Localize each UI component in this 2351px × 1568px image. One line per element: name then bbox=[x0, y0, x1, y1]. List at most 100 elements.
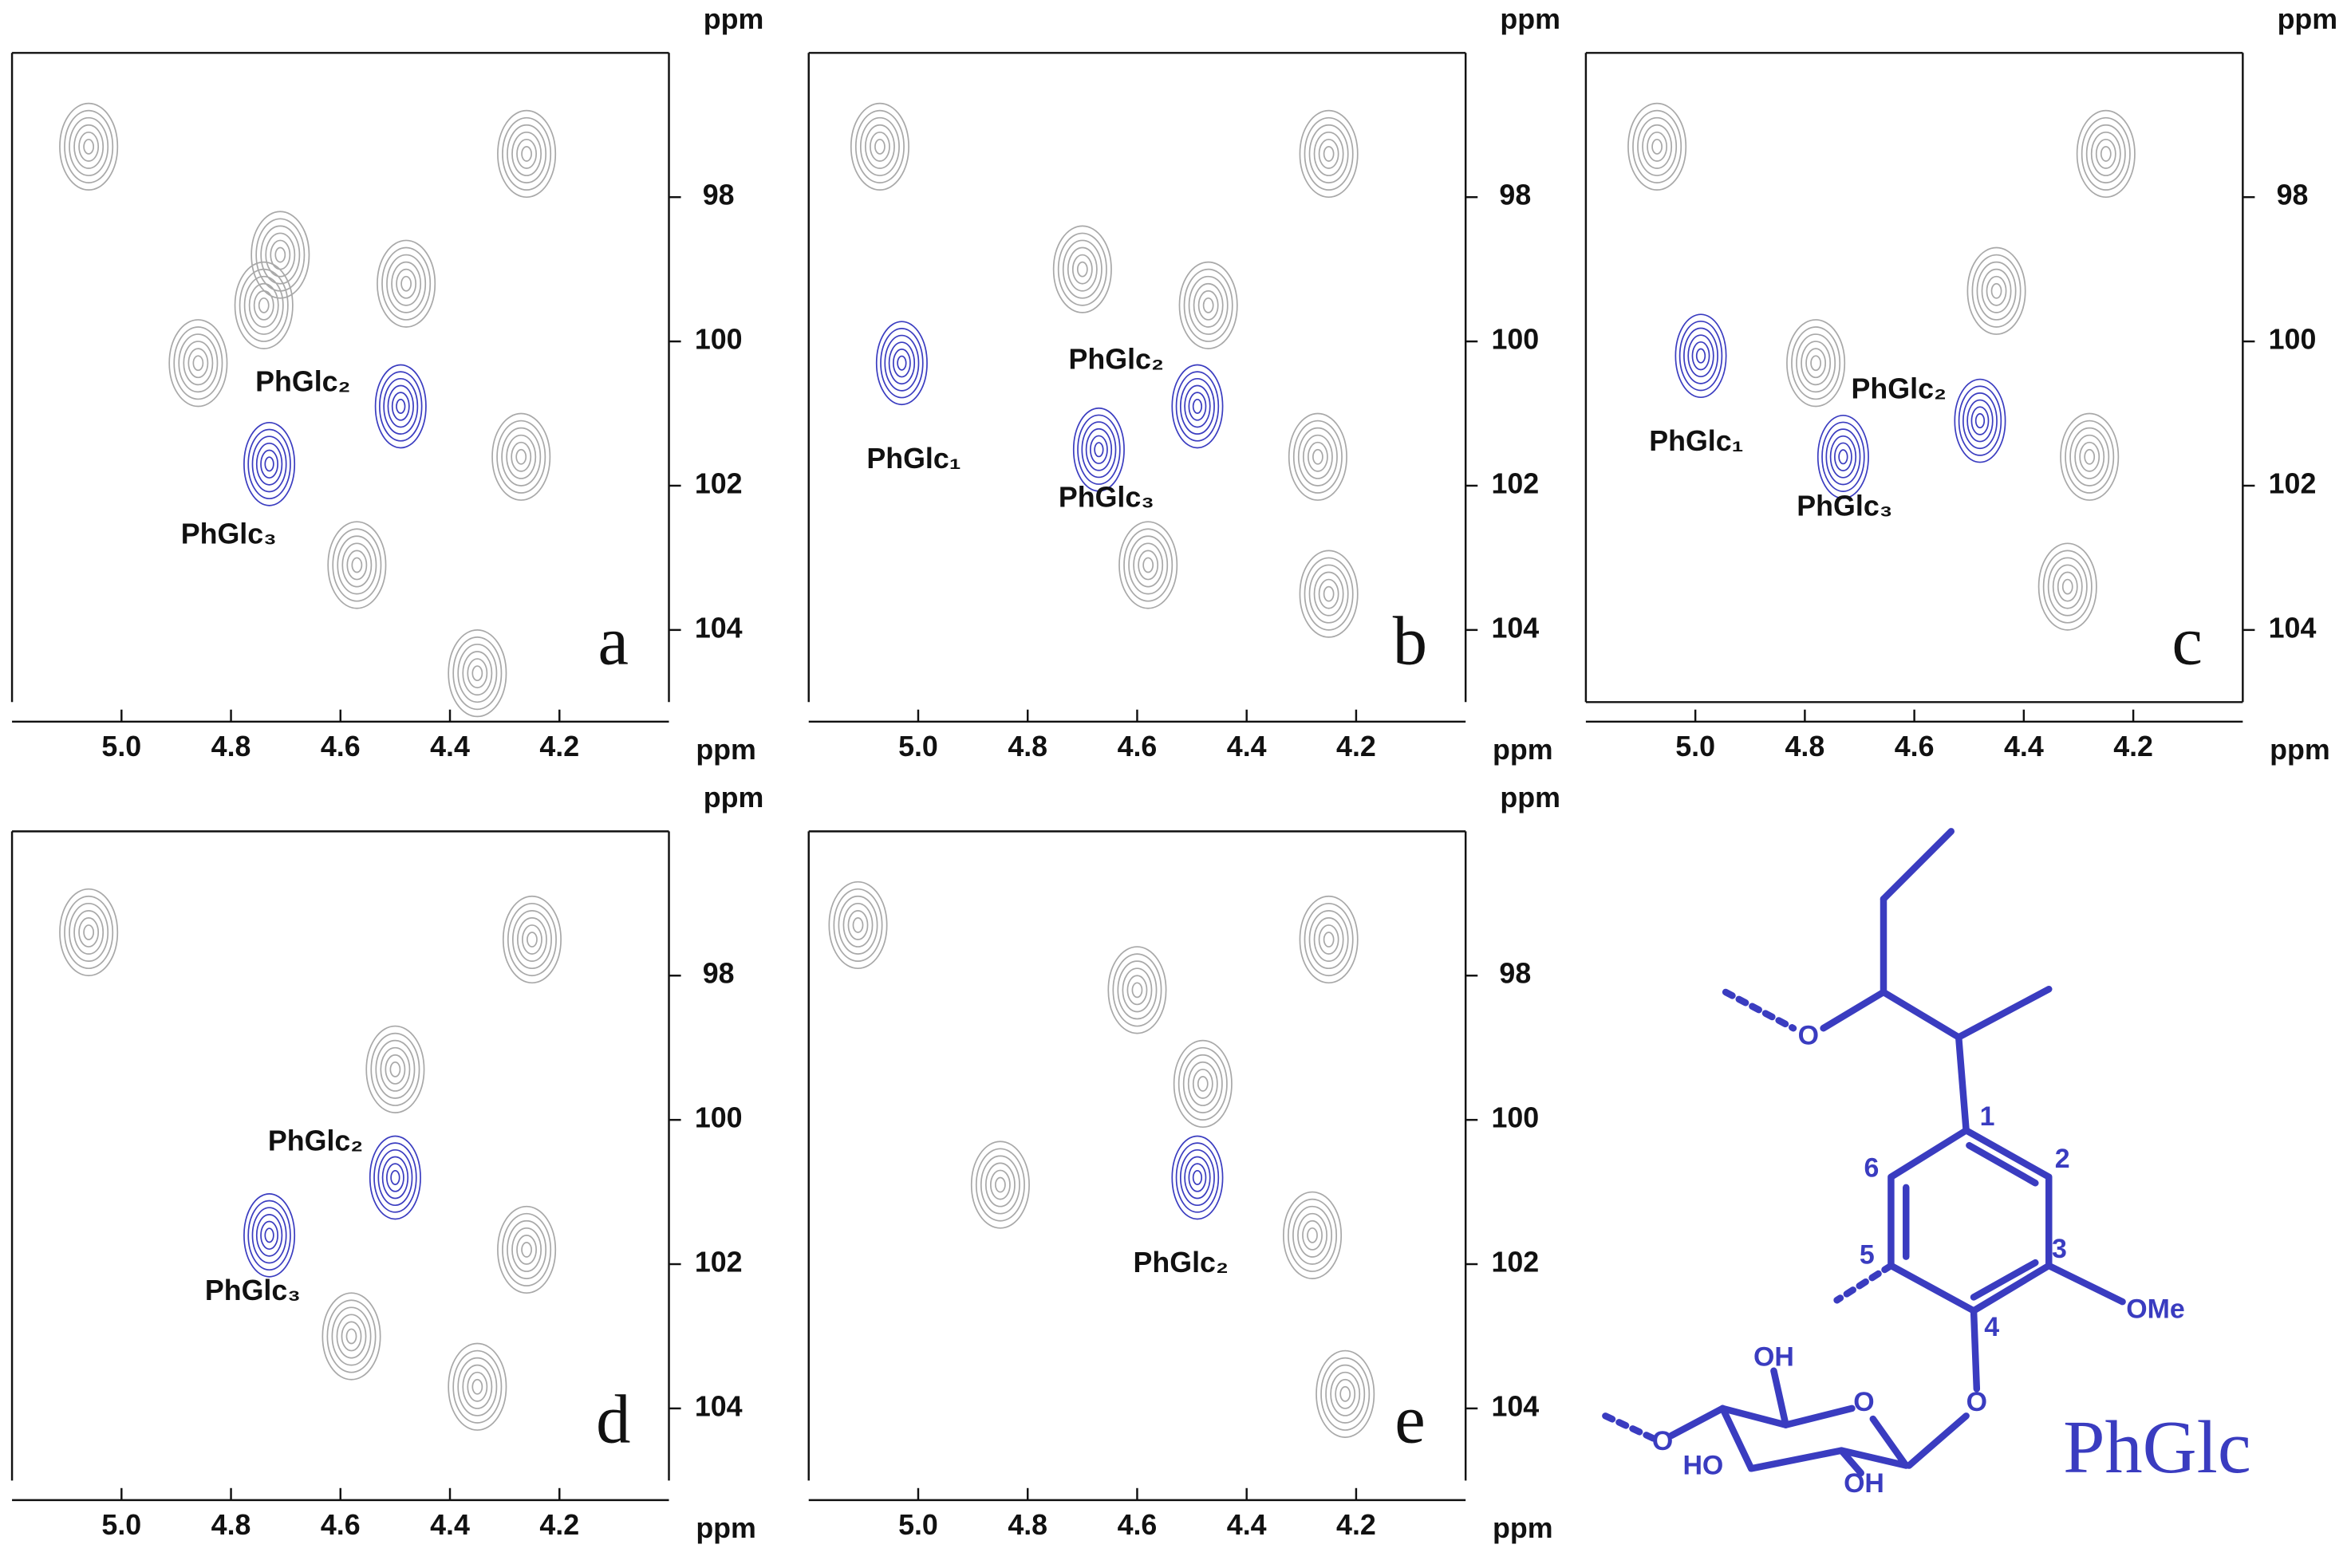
contour-ring bbox=[248, 282, 279, 328]
peak bbox=[374, 364, 427, 449]
contour-ring bbox=[1791, 326, 1841, 400]
contour-ring bbox=[337, 535, 377, 595]
contour-ring bbox=[1182, 1054, 1223, 1113]
contour-ring bbox=[59, 888, 119, 977]
x-tick-label: 4.2 bbox=[1336, 1509, 1376, 1541]
y-tick-label: 102 bbox=[695, 467, 743, 499]
contour-ring bbox=[1651, 138, 1663, 155]
x-tick-label: 4.2 bbox=[539, 731, 579, 762]
y-tick-label: 104 bbox=[695, 612, 743, 644]
contour-ring bbox=[842, 902, 874, 947]
peak bbox=[1299, 109, 1359, 199]
contour-ring bbox=[2037, 542, 2097, 631]
contour-ring bbox=[260, 1220, 278, 1251]
contour-ring bbox=[1297, 427, 1338, 487]
contour-ring bbox=[511, 909, 552, 970]
contour-ring bbox=[522, 924, 542, 955]
atom-number: 2 bbox=[2055, 1144, 2070, 1174]
contour-ring bbox=[2047, 557, 2088, 617]
contour-ring bbox=[345, 1328, 357, 1345]
y-tick-label: 98 bbox=[703, 958, 735, 990]
contour-ring bbox=[457, 1357, 498, 1416]
panel-label: a bbox=[598, 602, 629, 679]
contour-ring bbox=[516, 1234, 537, 1265]
y-axis-label: ppm bbox=[1500, 782, 1560, 814]
contour-ring bbox=[375, 1039, 416, 1099]
bond bbox=[1668, 1405, 1726, 1440]
x-tick-label: 5.0 bbox=[898, 731, 938, 762]
contour-ring bbox=[452, 636, 503, 711]
contour-ring bbox=[507, 1219, 547, 1279]
contour-ring bbox=[1288, 412, 1347, 501]
peak-label: PhGlc₂ bbox=[1134, 1247, 1229, 1278]
bond bbox=[2045, 1262, 2126, 1306]
contour-ring bbox=[1178, 261, 1238, 349]
peak-label: PhGlc₁ bbox=[866, 443, 961, 475]
contour-ring bbox=[253, 290, 274, 321]
contour-ring bbox=[874, 138, 886, 155]
contour-ring bbox=[1637, 116, 1678, 176]
peak bbox=[448, 1342, 507, 1431]
contour-ring bbox=[1299, 109, 1359, 199]
double-bond bbox=[1970, 1259, 2039, 1301]
x-tick-label: 4.4 bbox=[1227, 731, 1267, 762]
contour-ring bbox=[1183, 268, 1233, 342]
peak-label: PhGlc₃ bbox=[205, 1274, 301, 1306]
contour-ring bbox=[386, 1163, 404, 1192]
peak bbox=[250, 211, 310, 299]
bond bbox=[1955, 985, 2053, 1041]
peak bbox=[243, 421, 296, 506]
contour-ring bbox=[341, 1321, 362, 1352]
contour-ring bbox=[501, 427, 542, 487]
contour-ring bbox=[1330, 1371, 1361, 1416]
contour-ring bbox=[1076, 261, 1088, 278]
y-tick-label: 98 bbox=[2277, 179, 2309, 211]
contour-ring bbox=[1691, 341, 1710, 371]
contour-ring bbox=[1193, 282, 1224, 328]
contour-ring bbox=[1318, 924, 1339, 955]
contour-ring bbox=[462, 651, 493, 696]
contour-ring bbox=[452, 1349, 503, 1424]
contour-ring bbox=[2069, 427, 2110, 487]
contour-ring bbox=[250, 211, 310, 299]
contour-ring bbox=[2065, 420, 2115, 494]
peak-label: PhGlc₃ bbox=[181, 518, 277, 550]
contour-ring bbox=[511, 1227, 542, 1272]
contour-ring bbox=[396, 268, 417, 299]
peak bbox=[2037, 542, 2097, 631]
contour-ring bbox=[1966, 246, 2026, 335]
contour-ring bbox=[1320, 1357, 1371, 1431]
oxygen: O bbox=[1652, 1426, 1673, 1456]
atom-number: 5 bbox=[1860, 1240, 1875, 1271]
contour-ring bbox=[1188, 275, 1229, 335]
contour-ring bbox=[247, 1200, 291, 1271]
contour-ring bbox=[1307, 1227, 1318, 1243]
x-axis-label: ppm bbox=[1493, 1512, 1553, 1544]
contour-ring bbox=[527, 932, 538, 947]
contour-ring bbox=[1307, 441, 1328, 472]
bond bbox=[1602, 1412, 1657, 1442]
y-tick-label: 102 bbox=[695, 1246, 743, 1278]
contour-ring bbox=[331, 1306, 372, 1366]
contour-ring bbox=[1312, 448, 1323, 465]
contour-ring bbox=[1283, 1191, 1343, 1279]
x-tick-label: 4.4 bbox=[430, 1509, 470, 1541]
contour-ring bbox=[1958, 385, 2002, 456]
panel-label: e bbox=[1394, 1381, 1425, 1457]
contour-ring bbox=[1339, 1385, 1351, 1402]
x-tick-label: 4.8 bbox=[1008, 1509, 1047, 1541]
contour-ring bbox=[265, 232, 296, 278]
contour-ring bbox=[1954, 378, 2006, 463]
contour-ring bbox=[69, 116, 109, 176]
contour-ring bbox=[1292, 1205, 1332, 1265]
contour-ring bbox=[336, 1314, 367, 1359]
peak bbox=[1107, 946, 1167, 1034]
contour-ring bbox=[381, 246, 432, 321]
contour-ring bbox=[64, 109, 114, 183]
group-label: OH bbox=[1844, 1468, 1884, 1499]
contour-ring bbox=[854, 109, 905, 183]
peak bbox=[1283, 1191, 1343, 1279]
contour-ring bbox=[173, 326, 223, 400]
contour-ring bbox=[1297, 1212, 1327, 1258]
